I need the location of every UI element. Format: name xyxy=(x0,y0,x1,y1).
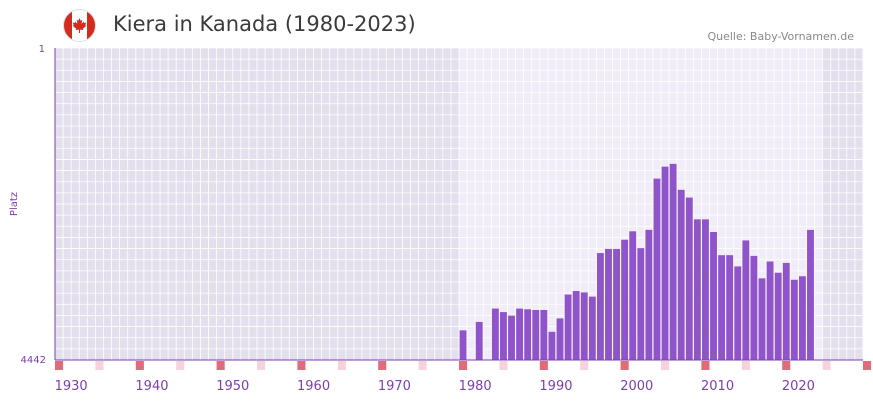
bar-1994 xyxy=(588,296,596,360)
year-marker-1948 xyxy=(216,361,225,370)
bar-1999 xyxy=(629,231,637,360)
x-tick-label-1980: 1980 xyxy=(459,379,492,394)
year-marker-2003 xyxy=(661,361,670,370)
bar-2004 xyxy=(669,163,677,360)
x-tick-label-1990: 1990 xyxy=(539,379,572,394)
year-marker-1953 xyxy=(257,361,266,370)
x-tick-label-1970: 1970 xyxy=(378,379,411,394)
bar-1993 xyxy=(580,292,588,360)
bar-1996 xyxy=(605,248,612,360)
bar-1980 xyxy=(475,321,483,360)
bar-2011 xyxy=(726,255,734,360)
bar-1989 xyxy=(548,331,556,360)
x-tick-label-1940: 1940 xyxy=(135,379,168,394)
bar-1986 xyxy=(524,309,532,360)
bar-1982 xyxy=(491,308,499,360)
year-marker-2023 xyxy=(822,361,831,370)
chart-title: Kiera in Kanada (1980-2023) xyxy=(113,12,416,36)
bar-2003 xyxy=(661,166,669,360)
bar-2009 xyxy=(710,231,717,360)
bar-2013 xyxy=(742,240,750,360)
year-marker-1993 xyxy=(580,361,589,370)
source-link[interactable]: Quelle: Baby-Vornamen.de xyxy=(707,30,854,43)
y-axis-label: Platz xyxy=(9,192,20,216)
year-marker-1988 xyxy=(539,361,548,370)
canada-flag-icon xyxy=(63,9,96,42)
bar-2008 xyxy=(702,219,709,360)
year-marker-1933 xyxy=(95,361,104,370)
bar-1988 xyxy=(540,309,548,360)
bar-2001 xyxy=(645,229,653,360)
bar-2019 xyxy=(790,279,798,360)
year-marker-2018 xyxy=(782,361,791,370)
year-marker-1963 xyxy=(337,361,346,370)
bar-2000 xyxy=(637,248,645,360)
year-marker-1938 xyxy=(135,361,144,370)
bar-2007 xyxy=(693,219,701,360)
x-tick-label-1930: 1930 xyxy=(55,379,88,394)
bar-1997 xyxy=(613,248,620,360)
bar-1978 xyxy=(459,330,467,360)
bar-2014 xyxy=(750,255,758,360)
x-tick-label-2010: 2010 xyxy=(701,379,734,394)
bar-2018 xyxy=(782,262,790,360)
bar-1984 xyxy=(508,315,515,360)
bar-1985 xyxy=(516,308,524,360)
bar-2006 xyxy=(685,197,693,360)
bar-2021 xyxy=(807,229,814,360)
year-marker-1973 xyxy=(418,361,427,370)
year-marker-1983 xyxy=(499,361,508,370)
bar-2016 xyxy=(766,261,774,360)
year-marker-2008 xyxy=(701,361,710,370)
year-marker-1978 xyxy=(459,361,468,370)
year-marker-1943 xyxy=(176,361,185,370)
bar-2012 xyxy=(734,266,742,360)
bar-2017 xyxy=(774,272,782,360)
bar-1998 xyxy=(621,239,629,360)
year-marker-1998 xyxy=(620,361,629,370)
bar-1992 xyxy=(572,291,580,360)
bar-2002 xyxy=(653,178,661,360)
bar-2010 xyxy=(718,255,726,360)
bar-1995 xyxy=(596,253,604,360)
bar-1983 xyxy=(500,312,507,360)
year-marker-2028 xyxy=(863,361,872,370)
y-tick-label-top: 1 xyxy=(39,44,45,55)
y-tick-label-bottom: 4442 xyxy=(21,355,46,366)
bar-2015 xyxy=(758,278,766,360)
year-marker-1928 xyxy=(55,361,64,370)
bar-2020 xyxy=(798,276,806,360)
x-tick-label-1960: 1960 xyxy=(297,379,330,394)
bar-1987 xyxy=(532,309,540,360)
bar-2005 xyxy=(677,189,685,360)
x-tick-label-1950: 1950 xyxy=(216,379,249,394)
year-marker-1968 xyxy=(378,361,387,370)
year-marker-2013 xyxy=(741,361,750,370)
x-tick-label-2000: 2000 xyxy=(620,379,653,394)
bar-1991 xyxy=(564,294,572,360)
x-tick-label-2020: 2020 xyxy=(782,379,815,394)
bar-1990 xyxy=(556,318,564,360)
year-marker-1958 xyxy=(297,361,306,370)
